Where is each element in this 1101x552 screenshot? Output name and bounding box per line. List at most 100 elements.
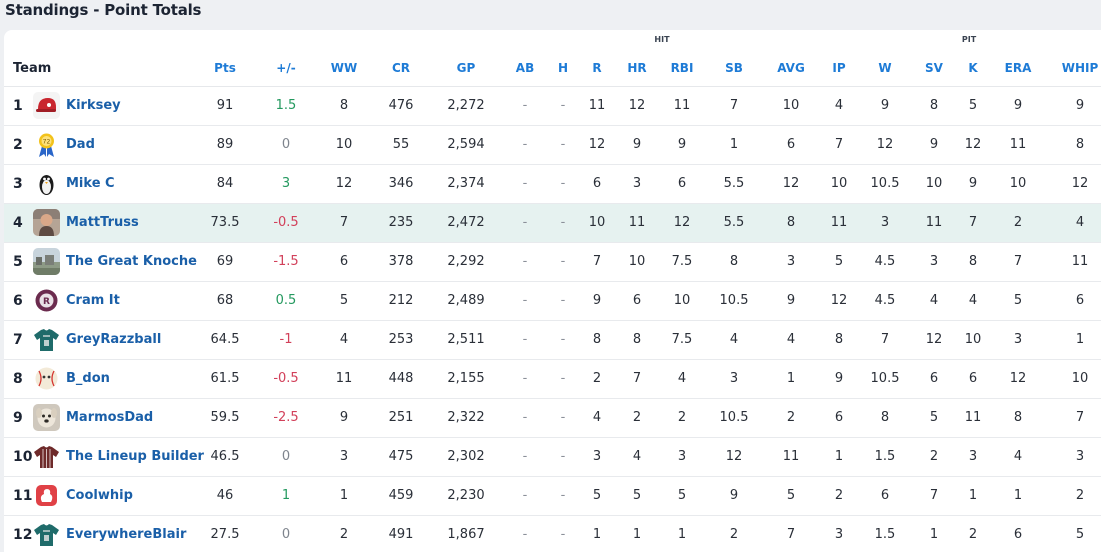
cell-h: -	[560, 293, 566, 308]
maroon-jersey-icon[interactable]	[33, 443, 60, 470]
table-row[interactable]: 3 Mike C 84 3 12 346 2,374 - - 6 3 6 5.5 12 10 10.5 10 9 1…	[4, 165, 1101, 204]
team-name-link[interactable]: Dad	[66, 137, 95, 152]
cell-avg: 9	[786, 293, 796, 308]
cell-h: -	[560, 527, 566, 542]
award-ribbon-icon[interactable]: 72	[33, 131, 60, 158]
rank-number: 6	[13, 293, 23, 309]
cell-k: 3	[968, 449, 978, 464]
page-title: Standings - Point Totals	[5, 1, 202, 19]
column-header-ww[interactable]: WW	[330, 61, 358, 75]
cell-sb: 9	[729, 488, 739, 503]
cell-avg: 10	[782, 98, 800, 113]
landscape-photo-icon[interactable]	[33, 248, 60, 275]
team-name-link[interactable]: MarmosDad	[66, 410, 154, 425]
column-header-team[interactable]: Team	[13, 61, 52, 76]
rank-number: 7	[13, 332, 23, 348]
cell-cr: 253	[388, 332, 414, 347]
cell-w: 4.5	[874, 293, 896, 308]
column-header-hr[interactable]: HR	[627, 61, 647, 75]
teal-jersey-icon[interactable]	[33, 521, 60, 548]
column-header-plus-minus[interactable]: +/-	[276, 61, 296, 75]
dog-photo-icon[interactable]	[33, 404, 60, 431]
cell-rbi: 9	[677, 137, 687, 152]
team-name-link[interactable]: MattTruss	[66, 215, 139, 230]
cell-era: 10	[1009, 176, 1027, 191]
red-helmet-icon[interactable]	[33, 92, 60, 119]
column-header-r[interactable]: R	[592, 61, 602, 75]
column-header-gp[interactable]: GP	[456, 61, 476, 75]
cell-pts: 46	[216, 488, 234, 503]
team-name-link[interactable]: Mike C	[66, 176, 115, 191]
table-row[interactable]: 6 R Cram It 68 0.5 5 212 2,489 - - 9 6 10 10.5 9 12 4.5 4…	[4, 282, 1101, 321]
player-photo-icon[interactable]	[33, 209, 60, 236]
column-header-h[interactable]: H	[557, 61, 569, 75]
cell-ip: 5	[834, 254, 844, 269]
table-row[interactable]: 9 MarmosDad 59.5 -2.5 9 251 2,322 - - 4 2 2 10.5 2 6 8 5…	[4, 399, 1101, 438]
table-row[interactable]: 8 B_don 61.5 -0.5 11 448 2,155 - - 2 7 4 3 1 9 10.5 6 6 12…	[4, 360, 1101, 399]
cell-era: 7	[1013, 254, 1023, 269]
cell-hr: 4	[632, 449, 642, 464]
team-name-link[interactable]: Cram It	[66, 293, 120, 308]
cell-avg: 6	[786, 137, 796, 152]
cell-hr: 1	[632, 527, 642, 542]
team-logo-icon[interactable]: R	[33, 287, 60, 314]
column-header-whip[interactable]: WHIP	[1061, 61, 1099, 75]
table-row[interactable]: 10 The Lineup Builder 46.5 0 3 475 2,302 - - 3 4 3 1…	[4, 438, 1101, 477]
baseball-face-icon[interactable]	[33, 365, 60, 392]
column-header-ip[interactable]: IP	[832, 61, 846, 75]
table-row[interactable]: 7 GreyRazzball 64.5 -1 4 253 2,511 - - 8 8 7.5 4 4 8 7 1…	[4, 321, 1101, 360]
cell-avg: 4	[786, 332, 796, 347]
cell-ww: 4	[339, 332, 349, 347]
cell-era: 11	[1009, 137, 1027, 152]
table-row[interactable]: 11 Coolwhip 46 1 1 459 2,230- -5 5 5 9 5 2 6 7 1 1 2	[4, 477, 1101, 516]
cell-ab: -	[522, 293, 528, 308]
cell-ip: 7	[834, 137, 844, 152]
column-header-era[interactable]: ERA	[1004, 61, 1032, 75]
team-name-link[interactable]: The Great Knoche	[66, 254, 197, 269]
team-name-link[interactable]: GreyRazzball	[66, 332, 162, 347]
team-name-link[interactable]: B_don	[66, 371, 110, 386]
cell-k: 8	[968, 254, 978, 269]
cell-whip: 9	[1075, 98, 1085, 113]
cell-ww: 6	[339, 254, 349, 269]
table-row[interactable]: 2 72 Dad 89 0 10 55 2,594 - - 12 9 9 1 6 7 12 9 12 11 8	[4, 126, 1101, 165]
team-name-link[interactable]: Coolwhip	[66, 488, 133, 503]
team-name-link[interactable]: The Lineup Builder	[66, 449, 204, 464]
team-name-link[interactable]: EverywhereBlair	[66, 527, 187, 542]
cell-rbi: 2	[677, 410, 687, 425]
column-header-cr[interactable]: CR	[391, 61, 411, 75]
whipped-cream-icon[interactable]	[33, 482, 60, 509]
svg-text:72: 72	[43, 139, 51, 146]
column-header-w[interactable]: W	[878, 61, 892, 75]
column-header-k[interactable]: K	[968, 61, 978, 75]
cell-sb: 12	[725, 449, 743, 464]
standings-table: HIT PIT Team Pts +/- WW CR GP AB H R HR …	[4, 30, 1101, 552]
cell-rbi: 6	[677, 176, 687, 191]
team-name-link[interactable]: Kirksey	[66, 98, 121, 113]
column-header-avg[interactable]: AVG	[777, 61, 805, 75]
rank-number: 1	[13, 98, 23, 114]
cell-gp: 2,230	[447, 488, 485, 503]
column-header-pts[interactable]: Pts	[214, 61, 236, 75]
column-header-sb[interactable]: SB	[725, 61, 743, 75]
table-row[interactable]: 1 Kirksey 91 1.5 8 476 2,272 - - 11 12 11 7 10 4 9 8 5 9 9	[4, 87, 1101, 126]
penguin-icon[interactable]	[33, 170, 60, 197]
cell-ww: 7	[339, 215, 349, 230]
cell-pts: 68	[216, 293, 234, 308]
cell-whip: 10	[1071, 371, 1089, 386]
cell-h: -	[560, 98, 566, 113]
cell-r: 4	[592, 410, 602, 425]
cell-w: 12	[876, 137, 894, 152]
table-row[interactable]: 5 The Great Knoche 69 -1.5 6 378 2,292- -7 10 7.5…	[4, 243, 1101, 282]
teal-jersey-icon[interactable]	[33, 326, 60, 353]
table-row[interactable]: 4 MattTruss 73.5 -0.5 7 235 2,472 - - 10 11 12 5.5 8 1…	[4, 204, 1101, 243]
table-row[interactable]: 12 EverywhereBlair 27.5 0 2 491 1,867- -1 1 1 2 7 3 1…	[4, 516, 1101, 552]
column-header-ab[interactable]: AB	[515, 61, 535, 75]
cell-rbi: 7.5	[671, 254, 693, 269]
cell-ip: 3	[834, 527, 844, 542]
column-header-rbi[interactable]: RBI	[670, 61, 694, 75]
cell-gp: 2,511	[447, 332, 485, 347]
column-header-sv[interactable]: SV	[925, 61, 943, 75]
cell-plus-minus: -1	[279, 332, 293, 347]
cell-r: 11	[588, 98, 606, 113]
